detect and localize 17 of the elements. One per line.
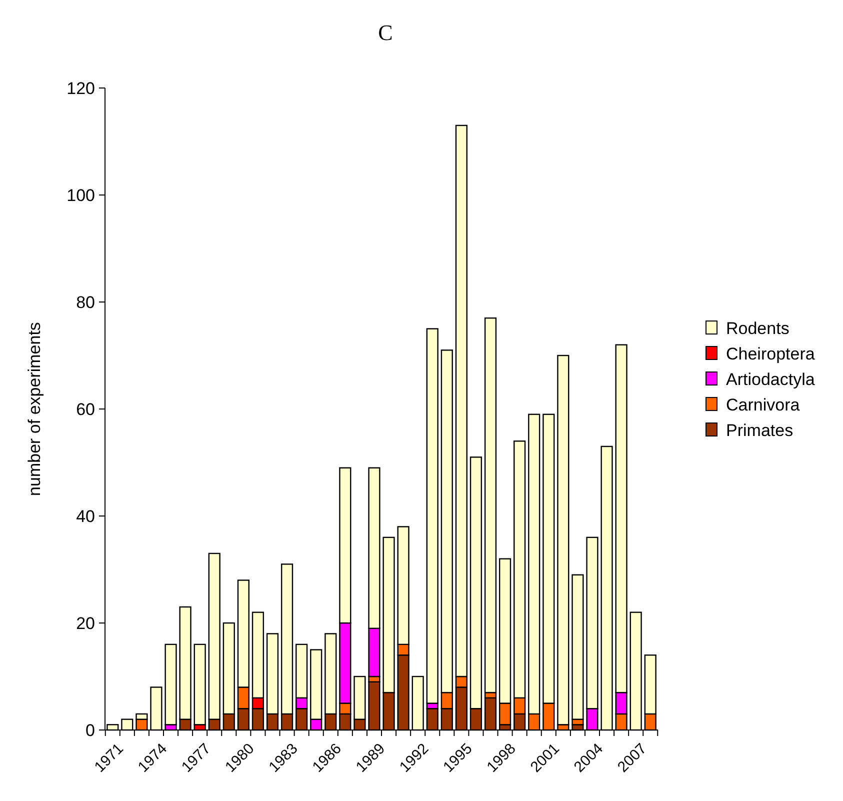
- chart-title: C: [378, 20, 393, 45]
- y-tick-label: 20: [76, 614, 95, 633]
- bar: [557, 354, 570, 726]
- legend-label: Primates: [726, 420, 794, 440]
- legend-label: Artiodactyla: [726, 370, 816, 389]
- y-tick-label: 120: [66, 78, 95, 98]
- y-tick-label: 100: [66, 186, 95, 205]
- bar: [164, 644, 177, 726]
- y-tick-label: 80: [76, 292, 95, 312]
- bar: [194, 644, 206, 726]
- y-tick-label: 0: [86, 720, 95, 740]
- legend-label: Cheiroptera: [726, 344, 816, 364]
- legend-label: Rodents: [726, 318, 790, 338]
- legend-label: Carnivora: [726, 395, 800, 414]
- y-tick-label: 60: [76, 400, 95, 419]
- y-axis-title: number of experiments: [25, 322, 44, 496]
- y-tick-label: 40: [76, 506, 95, 526]
